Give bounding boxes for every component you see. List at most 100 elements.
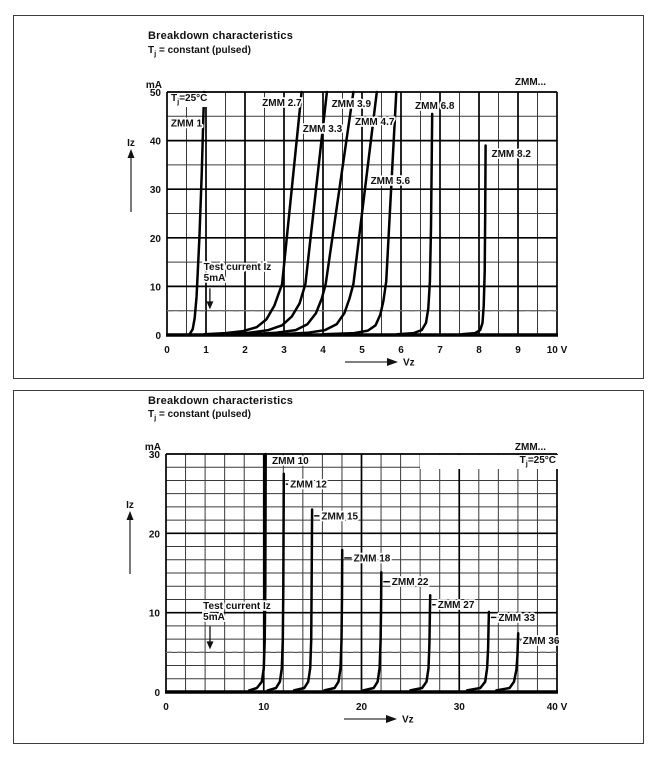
y-axis-unit: mA <box>145 442 161 453</box>
x-tick-label: 20 <box>356 702 368 713</box>
curve-label: ZMM 1 <box>171 119 203 130</box>
panel-low-voltage-chart <box>13 15 644 379</box>
x-tick-label: 7 <box>437 345 443 356</box>
x-tick-label: 5 <box>359 345 365 356</box>
curve-label: ZMM 2.7 <box>262 98 302 109</box>
curves <box>188 90 487 336</box>
y-axis-label: Iz <box>127 138 135 149</box>
curve-zmm-3-9 <box>247 90 355 336</box>
page-title: Breakdown characteristics <box>148 30 294 42</box>
y-tick-label: 40 <box>150 137 162 148</box>
chart-subtitle: Tj = constant (pulsed) <box>148 45 251 58</box>
x-axis-label: Vz <box>402 715 414 726</box>
x-tick-label: 4 <box>320 345 326 356</box>
temp-symbol: T <box>171 93 178 104</box>
curve-label: ZMM 22 <box>392 577 429 588</box>
temp-value: =25°C <box>179 93 208 104</box>
y-tick-label: 30 <box>149 450 161 461</box>
subtitle-text: = constant (pulsed) <box>156 409 251 420</box>
curve-zmm-6-8 <box>395 112 434 336</box>
curve-zmm-5-6 <box>321 90 398 336</box>
x-tick-label: 6 <box>398 345 404 356</box>
curve-label: ZMM 36 <box>523 636 560 647</box>
y-tick-label: 30 <box>150 185 162 196</box>
curve-zmm-12 <box>266 472 286 692</box>
x-axis-label: Vz <box>403 358 415 369</box>
temperature-note: Tj=25°C <box>169 93 210 107</box>
iz-axis-arrow: Iz <box>127 138 135 212</box>
series-family-note: ZMM... <box>514 77 546 88</box>
subtitle-symbol: T <box>148 45 155 56</box>
curve-label: ZMM 4.7 <box>355 117 395 128</box>
curve-label: ZMM 18 <box>354 553 391 564</box>
curve-zmm-10 <box>247 452 267 692</box>
subtitle-symbol: T <box>148 409 155 420</box>
y-axis-label: Iz <box>126 500 134 511</box>
breakdown-chart-low-range: ZMM 1 ZMM 2.7 ZMM 3.3 ZMM 3.9 ZMM 4.7 ZMM 5.6… <box>127 80 568 369</box>
curve-zmm-1 <box>188 90 206 336</box>
curve-zmm-15 <box>292 508 314 692</box>
curves <box>247 452 520 692</box>
temp-subscript: j <box>525 459 528 468</box>
test-current-note-line: Test current Iz <box>203 601 271 612</box>
x-tick-label: 3 <box>281 345 287 356</box>
temperature-note: Tj=25°C <box>420 455 558 469</box>
y-axis-unit: mA <box>146 80 162 91</box>
curve-label: ZMM 33 <box>498 613 535 624</box>
curve-zmm-18 <box>323 548 344 692</box>
x-tick-label: 0 <box>163 702 169 713</box>
test-current-note-line: 5mA <box>204 273 226 284</box>
subtitle-subscript: j <box>154 49 157 58</box>
x-tick-label: 2 <box>242 345 248 356</box>
y-tick-label: 0 <box>155 331 161 342</box>
breakdown-chart-high-range: ZMM 10 ZMM 12 ZMM 15 ZMM 18 ZMM 22 ZMM 27 ZMM … <box>126 442 568 726</box>
y-tick-label: 10 <box>149 609 161 620</box>
iz-axis-arrow: Iz <box>126 500 134 574</box>
test-current-note-line: Test current Iz <box>204 262 272 273</box>
curve-zmm-36 <box>495 632 520 692</box>
curve-zmm-27 <box>409 593 432 692</box>
curve-zmm-8-2 <box>460 144 487 336</box>
test-current-note-line: 5mA <box>203 612 225 623</box>
curve-zmm-4-7 <box>278 90 379 336</box>
y-tick-label: 10 <box>150 282 162 293</box>
curve-label: ZMM 10 <box>272 456 309 467</box>
curve-label: ZMM 6.8 <box>415 101 455 112</box>
x-tick-label: 40 V <box>547 702 568 713</box>
x-tick-label: 30 <box>454 702 466 713</box>
subtitle-text: = constant (pulsed) <box>156 45 251 56</box>
y-tick-label: 20 <box>149 529 161 540</box>
curve-label: ZMM 5.6 <box>371 176 411 187</box>
vz-axis-arrow: Vz <box>345 358 415 369</box>
curve-zmm-3-3 <box>222 90 329 336</box>
curve-label: ZMM 8.2 <box>491 149 531 160</box>
y-tick-label: 0 <box>154 688 160 699</box>
curve-label: ZMM 12 <box>290 480 327 491</box>
temp-subscript: j <box>177 97 180 106</box>
subtitle-subscript: j <box>154 413 157 422</box>
temp-symbol: T <box>519 455 526 466</box>
y-tick-label: 50 <box>150 88 162 99</box>
panel-high-voltage-chart <box>13 390 644 744</box>
x-tick-label: 8 <box>476 345 482 356</box>
x-tick-label: 10 V <box>547 345 568 356</box>
curve-zmm-33 <box>465 610 491 692</box>
x-tick-label: 1 <box>203 345 209 356</box>
chart-subtitle: Tj = constant (pulsed) <box>148 409 251 422</box>
page-title: Breakdown characteristics <box>148 395 294 407</box>
x-tick-label: 10 <box>258 702 270 713</box>
curve-label: ZMM 15 <box>321 511 358 522</box>
curve-zmm-22 <box>362 570 383 692</box>
curve-label: ZMM 3.3 <box>303 124 343 135</box>
series-family-note: ZMM... <box>514 442 546 453</box>
x-tick-label: 0 <box>164 345 170 356</box>
curve-label: ZMM 27 <box>438 600 475 611</box>
temp-value: =25°C <box>527 455 556 466</box>
grid <box>165 453 558 694</box>
curve-label: ZMM 3.9 <box>332 99 372 110</box>
x-tick-label: 9 <box>515 345 521 356</box>
y-tick-label: 20 <box>150 234 162 245</box>
